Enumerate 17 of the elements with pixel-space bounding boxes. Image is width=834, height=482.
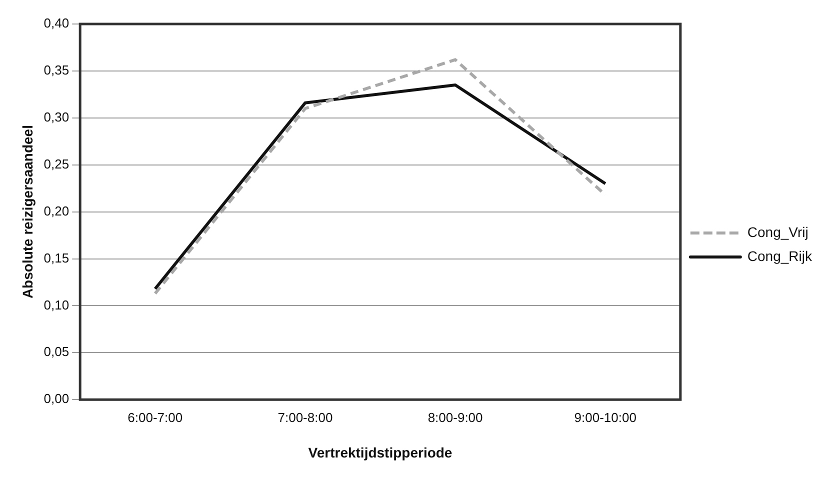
y-tick-label: 0,20 — [44, 203, 70, 218]
x-axis-title: Vertrektijdstipperiode — [308, 444, 452, 460]
y-tick-label: 0,00 — [44, 391, 70, 406]
x-tick-label: 6:00-7:00 — [128, 410, 183, 425]
x-tick-label: 7:00-8:00 — [278, 410, 333, 425]
x-tick-label: 8:00-9:00 — [428, 410, 483, 425]
y-tick-label: 0,40 — [44, 16, 70, 31]
y-axis-title: Absolute reizigersaandeel — [19, 125, 36, 299]
legend-label: Cong_Rijk — [747, 248, 813, 264]
x-tick-label: 9:00-10:00 — [574, 410, 636, 425]
y-tick-label: 0,10 — [44, 297, 70, 312]
y-tick-label: 0,35 — [44, 62, 70, 78]
y-tick-label: 0,25 — [44, 156, 70, 172]
legend-label: Cong_Vrij — [747, 224, 808, 240]
y-tick-label: 0,05 — [44, 344, 70, 360]
y-tick-label: 0,30 — [44, 109, 70, 124]
y-tick-label: 0,15 — [44, 250, 70, 266]
